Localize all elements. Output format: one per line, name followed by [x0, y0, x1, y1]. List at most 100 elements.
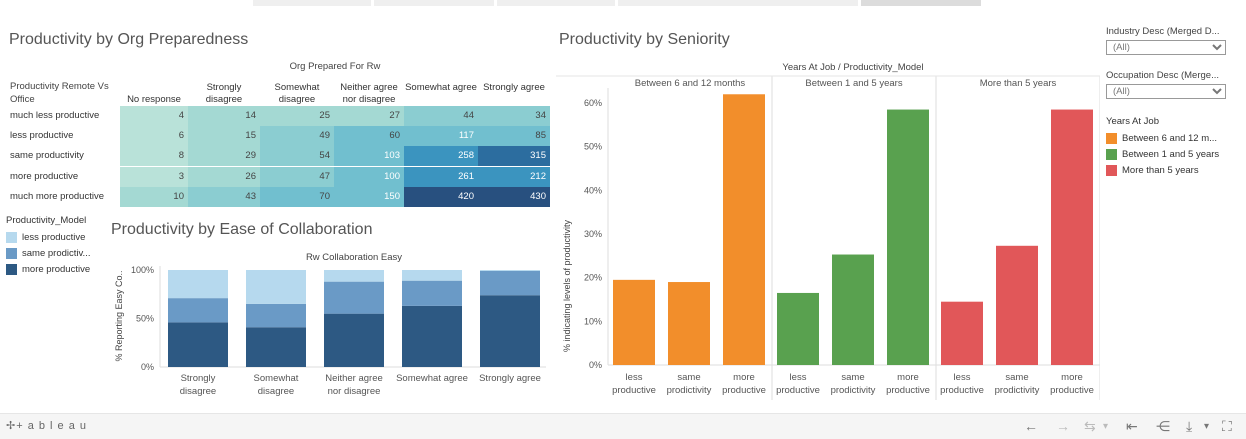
seniority-y-axis-label: % indicating levels of productivity — [562, 219, 572, 352]
download-dropdown-icon[interactable]: ▾ — [1204, 421, 1210, 432]
org-heat-cell[interactable]: 150 — [334, 187, 404, 207]
org-heat-cell[interactable]: 25 — [260, 106, 334, 126]
org-heat-cell[interactable]: 315 — [478, 146, 550, 166]
industry-filter-dropdown[interactable]: (All) — [1106, 40, 1226, 55]
go-to-start-icon[interactable]: ⇤ — [1126, 418, 1138, 434]
collab-bar-segment[interactable] — [168, 298, 228, 323]
org-heat-cell[interactable]: 103 — [334, 146, 404, 166]
org-heat-cell[interactable]: 49 — [260, 126, 334, 146]
occupation-filter-dropdown[interactable]: (All) — [1106, 84, 1226, 99]
legend-item[interactable]: Between 6 and 12 m... — [1106, 131, 1219, 147]
legend-item[interactable]: more productive — [6, 262, 90, 278]
collab-bar-segment[interactable] — [402, 280, 462, 306]
seniority-bar[interactable] — [613, 279, 655, 365]
org-heat-cell[interactable]: 60 — [334, 126, 404, 146]
legend-item[interactable]: Between 1 and 5 years — [1106, 147, 1219, 163]
seniority-bar[interactable] — [1051, 109, 1093, 365]
share-icon[interactable]: ⋲ — [1156, 418, 1170, 434]
org-heat-cell[interactable]: 27 — [334, 106, 404, 126]
dashboard-tab[interactable] — [497, 0, 615, 6]
org-chart-title: Productivity by Org Preparedness — [9, 31, 249, 48]
seniority-category-label: more — [897, 372, 919, 383]
collab-bar-segment[interactable] — [246, 303, 306, 328]
org-heat-cell[interactable]: 44 — [404, 106, 478, 126]
legend-label: same prodictiv... — [22, 248, 91, 259]
org-row-header: Productivity Remote Vs Office — [10, 81, 109, 105]
collab-bar-segment[interactable] — [246, 327, 306, 367]
org-heat-cell[interactable]: 70 — [260, 187, 334, 207]
download-icon[interactable]: ⤓ — [1186, 418, 1193, 434]
org-heat-cell[interactable]: 34 — [478, 106, 550, 126]
seniority-bar[interactable] — [777, 292, 819, 365]
seniority-bar[interactable] — [996, 245, 1038, 365]
seniority-bar[interactable] — [723, 94, 765, 365]
collab-bar-segment[interactable] — [402, 305, 462, 367]
dashboard-tab[interactable] — [253, 0, 371, 6]
org-heat-cell[interactable]: 261 — [404, 167, 478, 187]
org-heat-cell[interactable]: 47 — [260, 167, 334, 187]
collab-bar-segment[interactable] — [324, 281, 384, 314]
seniority-category-label: less — [626, 372, 643, 383]
legend-item[interactable]: same prodictiv... — [6, 246, 90, 262]
collab-bar-segment[interactable] — [402, 270, 462, 281]
org-heat-cell[interactable]: 212 — [478, 167, 550, 187]
redo-icon[interactable]: → — [1056, 418, 1070, 434]
revert-icon[interactable]: ⇆ — [1084, 418, 1096, 434]
collab-stacked-bar-chart: Rw Collaboration Easy % Reporting Easy C… — [114, 252, 546, 397]
org-heat-cell[interactable]: 85 — [478, 126, 550, 146]
org-row-label: much more productive — [10, 191, 104, 202]
collab-bar-segment[interactable] — [480, 270, 540, 271]
collab-y-tick: 50% — [136, 314, 154, 324]
seniority-category-label: prodictivity — [995, 385, 1040, 396]
legend-swatch — [6, 247, 17, 259]
collab-bar-segment[interactable] — [168, 270, 228, 299]
org-heat-cell[interactable]: 430 — [478, 187, 550, 207]
dashboard-tab[interactable] — [374, 0, 494, 6]
seniority-panel-header: Between 1 and 5 years — [805, 78, 902, 89]
collab-category-label: Somewhat agree — [396, 373, 468, 384]
collab-bar-segment[interactable] — [168, 322, 228, 367]
tableau-logo[interactable]: ✢+ a b l e a u — [6, 420, 88, 432]
legend-swatch — [1106, 132, 1117, 144]
seniority-bar[interactable] — [832, 254, 874, 365]
collab-chart-title: Productivity by Ease of Collaboration — [111, 221, 373, 238]
legend-title: Productivity_Model — [6, 215, 87, 226]
undo-icon[interactable]: ← — [1024, 418, 1038, 434]
org-heat-cell[interactable]: 4 — [120, 106, 188, 126]
org-heat-cell[interactable]: 54 — [260, 146, 334, 166]
collab-bar-segment[interactable] — [246, 270, 306, 304]
collab-bar-segment[interactable] — [480, 270, 540, 296]
org-heat-cell[interactable]: 420 — [404, 187, 478, 207]
seniority-y-tick: 60% — [584, 98, 602, 108]
collab-y-tick: 0% — [141, 362, 154, 372]
org-heat-cell[interactable]: 10 — [120, 187, 188, 207]
collab-bar-segment[interactable] — [324, 270, 384, 282]
dashboard-tab-active[interactable] — [861, 0, 981, 6]
collab-bar-segment[interactable] — [480, 295, 540, 367]
legend-item[interactable]: less productive — [6, 230, 90, 246]
org-heat-cell[interactable]: 14 — [188, 106, 260, 126]
seniority-y-tick: 30% — [584, 229, 602, 239]
org-heat-cell[interactable]: 15 — [188, 126, 260, 146]
collab-bar-segment[interactable] — [324, 313, 384, 367]
seniority-bar[interactable] — [668, 282, 710, 365]
fullscreen-icon[interactable]: ⛶ — [1222, 418, 1232, 434]
seniority-category-label: prodictivity — [831, 385, 876, 396]
seniority-bar[interactable] — [887, 109, 929, 365]
org-heat-cell[interactable]: 3 — [120, 167, 188, 187]
org-heat-cell[interactable]: 26 — [188, 167, 260, 187]
org-heat-cell[interactable]: 6 — [120, 126, 188, 146]
seniority-bar-chart: Years At Job / Productivity_Model % indi… — [556, 62, 1100, 400]
legend-title: Years At Job — [1106, 116, 1159, 127]
org-heat-cell[interactable]: 100 — [334, 167, 404, 187]
org-heat-cell[interactable]: 117 — [404, 126, 478, 146]
seniority-bar[interactable] — [941, 301, 983, 365]
org-heat-cell[interactable]: 43 — [188, 187, 260, 207]
revert-dropdown-icon[interactable]: ▾ — [1103, 421, 1109, 432]
org-heat-cell[interactable]: 258 — [404, 146, 478, 166]
dashboard-tab[interactable] — [618, 0, 858, 6]
org-heat-cell[interactable]: 29 — [188, 146, 260, 166]
collab-category-label: disagree — [180, 386, 216, 397]
legend-item[interactable]: More than 5 years — [1106, 163, 1219, 179]
org-heat-cell[interactable]: 8 — [120, 146, 188, 166]
